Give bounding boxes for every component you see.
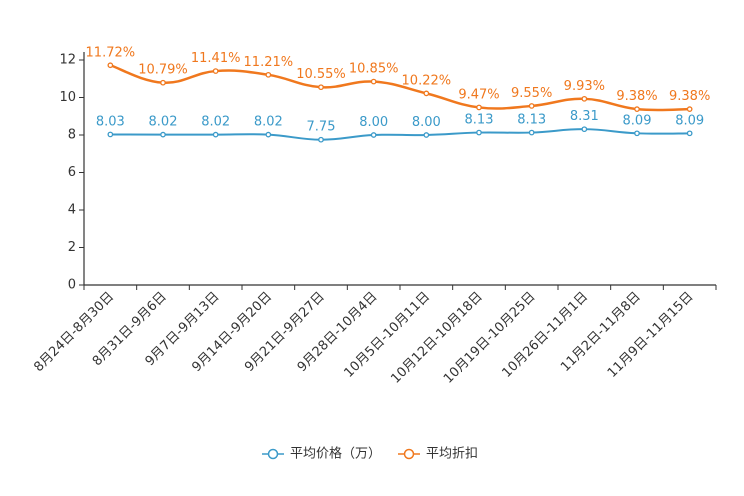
data-label: 9.47%: [458, 87, 499, 102]
data-label: 8.09: [675, 113, 704, 128]
data-label: 10.85%: [349, 62, 399, 77]
data-label: 8.00: [412, 115, 441, 130]
data-label: 9.38%: [616, 89, 657, 104]
data-label: 11.72%: [86, 45, 136, 60]
data-label: 8.00: [359, 115, 388, 130]
y-tick-label: 4: [68, 203, 76, 218]
y-tick-label: 10: [59, 90, 76, 105]
data-label: 8.09: [623, 113, 652, 128]
data-label: 10.79%: [138, 63, 188, 78]
y-tick-label: 6: [68, 165, 76, 180]
data-label: 11.21%: [244, 55, 294, 70]
data-label: 8.03: [96, 114, 125, 129]
data-point: [370, 78, 377, 85]
data-label: 8.13: [465, 113, 494, 128]
y-tick-label: 2: [68, 240, 76, 255]
data-point: [318, 136, 324, 143]
data-label: 11.41%: [191, 51, 241, 66]
data-label: 8.02: [149, 115, 178, 130]
data-label: 9.55%: [511, 86, 552, 101]
data-point: [160, 131, 166, 138]
series-layer: 8.03 8.02 8.02 8.02 7.75 8.00 8.00 8.13 8.13 8.31…: [86, 45, 710, 143]
legend[interactable]: 平均价格（万） 平均折扣: [262, 446, 478, 462]
series-avg-discount: 11.72%10.79%11.41% 11.21%10.55% 10.85%10.2…: [86, 45, 710, 112]
data-point: [107, 62, 114, 69]
data-point: [160, 79, 166, 86]
legend-label: 平均价格（万）: [290, 446, 381, 462]
x-tick-label: 10月19日-10月25日: [441, 289, 538, 386]
series-line: [109, 64, 690, 112]
data-point: [318, 84, 324, 91]
legend-item-avg-discount[interactable]: 平均折扣: [398, 447, 478, 462]
data-label: 10.55%: [296, 67, 346, 82]
data-point: [212, 131, 219, 138]
data-point: [423, 90, 430, 97]
data-point: [476, 129, 482, 136]
data-point: [686, 130, 693, 137]
data-point: [686, 106, 693, 112]
data-point: [265, 71, 272, 78]
data-point: [476, 104, 482, 111]
data-label: 10.22%: [402, 73, 452, 88]
data-label: 9.38%: [669, 89, 710, 104]
y-tick-label: 0: [68, 278, 76, 293]
data-label: 8.02: [254, 115, 283, 130]
data-point: [212, 68, 219, 74]
legend-marker: [403, 448, 415, 460]
data-point: [107, 131, 114, 138]
data-label: 8.13: [517, 113, 546, 128]
data-point: [581, 95, 588, 102]
y-tick-label: 12: [59, 53, 76, 68]
data-point: [423, 132, 430, 138]
data-label: 9.93%: [564, 79, 605, 94]
legend-item-avg-price[interactable]: 平均价格（万）: [262, 446, 381, 462]
data-point: [634, 106, 640, 112]
data-point: [370, 132, 377, 138]
data-label: 8.31: [570, 109, 599, 124]
y-tick-label: 8: [68, 128, 76, 143]
data-point: [634, 130, 640, 137]
data-point: [528, 129, 535, 136]
legend-label: 平均折扣: [426, 447, 478, 462]
legend-marker: [267, 448, 279, 460]
data-label: 8.02: [201, 115, 230, 130]
series-avg-price: 8.03 8.02 8.02 8.02 7.75 8.00 8.00 8.13 8.13 8.31…: [96, 109, 704, 143]
series-line: [110, 128, 690, 141]
data-point: [581, 126, 588, 133]
data-point: [265, 131, 272, 138]
x-tick-label: 10月12日-10月18日: [388, 289, 485, 386]
axes: 0246810128月24日-8月30日8月31日-9月6日9月7日-9月13日…: [31, 52, 717, 387]
data-label: 7.75: [307, 120, 336, 135]
data-point: [528, 103, 535, 109]
